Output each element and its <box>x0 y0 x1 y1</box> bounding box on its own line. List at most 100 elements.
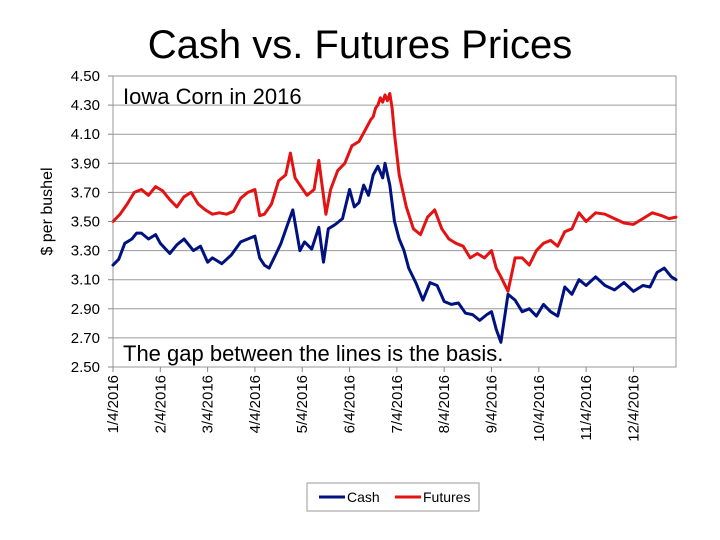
cash-point <box>358 201 360 204</box>
futures-point <box>154 185 157 188</box>
futures-point <box>190 191 192 194</box>
futures-point <box>306 194 308 197</box>
series-cash <box>111 161 678 344</box>
cash-point <box>663 267 665 269</box>
futures-point <box>441 228 443 230</box>
futures-point <box>495 267 498 269</box>
cash-point <box>542 303 545 306</box>
futures-line <box>111 92 678 293</box>
futures-point <box>263 213 266 215</box>
x-tick-label: 1/4/2016 <box>105 375 122 433</box>
cash-point <box>490 310 493 313</box>
cash-point <box>556 315 559 317</box>
x-tick-label: 5/4/2016 <box>294 375 311 433</box>
cash-point <box>670 276 673 278</box>
y-tick-label: 3.50 <box>71 214 100 231</box>
cash-point <box>247 238 249 240</box>
cash-point <box>443 300 446 303</box>
cash-point <box>348 188 351 191</box>
cash-point <box>303 241 306 243</box>
legend-label-cash: Cash <box>347 489 380 505</box>
cash-point <box>221 262 223 265</box>
futures-point <box>232 210 235 213</box>
futures-point <box>389 92 391 95</box>
futures-point <box>381 101 384 103</box>
futures-point <box>370 118 372 121</box>
cash-point <box>389 184 391 186</box>
futures-point <box>549 239 552 242</box>
futures-point <box>632 223 635 226</box>
futures-point <box>365 127 367 130</box>
cash-point <box>275 252 278 255</box>
cash-point <box>549 310 552 313</box>
futures-point <box>642 217 644 220</box>
y-tick-label: 3.70 <box>71 184 100 201</box>
cash-point <box>604 284 606 287</box>
futures-point <box>651 212 654 214</box>
futures-point <box>133 191 136 194</box>
futures-point <box>372 115 375 118</box>
y-tick-label: 4.10 <box>71 126 100 143</box>
futures-point <box>169 198 171 201</box>
cash-point <box>192 249 195 252</box>
y-tick-label: 4.50 <box>71 68 100 85</box>
cash-point <box>154 233 157 236</box>
futures-point <box>578 212 580 214</box>
cash-point <box>124 242 126 245</box>
futures-point <box>270 203 273 205</box>
cash-point <box>422 299 424 301</box>
cash-point <box>436 284 438 287</box>
series-layer <box>111 92 678 344</box>
x-tick-label: 10/4/2016 <box>531 375 548 442</box>
futures-point <box>405 206 408 208</box>
futures-point <box>604 213 606 215</box>
legend: Cash Futures <box>306 482 480 512</box>
cash-point <box>384 162 386 165</box>
futures-point <box>623 222 625 224</box>
cash-point <box>372 174 375 176</box>
cash-point <box>199 245 202 247</box>
futures-point <box>294 177 296 179</box>
futures-point <box>535 249 538 252</box>
cash-point <box>486 313 488 316</box>
cash-point <box>564 286 566 288</box>
cash-point <box>299 249 301 252</box>
cash-point <box>675 278 677 281</box>
futures-point <box>528 264 531 266</box>
futures-point <box>675 216 677 218</box>
cash-point <box>211 257 214 259</box>
cash-point <box>495 328 498 331</box>
futures-point <box>571 228 573 230</box>
futures-point <box>668 217 670 220</box>
cash-point <box>623 281 625 284</box>
x-tick-label: 3/4/2016 <box>200 375 217 433</box>
futures-point <box>469 257 472 259</box>
futures-point <box>211 213 214 215</box>
futures-point <box>225 213 228 215</box>
cash-point <box>263 264 266 266</box>
cash-point <box>415 281 417 284</box>
y-tick-label: 3.90 <box>71 155 100 172</box>
cash-point <box>135 232 138 234</box>
cash-point <box>353 206 356 208</box>
cash-point <box>471 313 474 316</box>
futures-point <box>313 188 315 191</box>
cash-point <box>239 241 242 243</box>
futures-point <box>176 206 178 208</box>
futures-point <box>412 228 415 230</box>
cash-point <box>594 276 597 278</box>
x-tick-label: 11/4/2016 <box>578 375 595 441</box>
y-tick-label: 2.50 <box>71 359 100 376</box>
chart-subtitle: Iowa Corn in 2016 <box>123 84 302 109</box>
futures-point <box>594 212 597 214</box>
x-tick-label: 9/4/2016 <box>483 375 500 433</box>
futures-point <box>556 245 559 247</box>
futures-point <box>564 230 566 233</box>
y-tick-label: 3.10 <box>71 272 100 289</box>
cash-point <box>632 290 635 293</box>
cash-point <box>450 303 453 306</box>
cash-point <box>381 177 384 179</box>
cash-point <box>176 244 178 246</box>
futures-point <box>284 174 287 176</box>
